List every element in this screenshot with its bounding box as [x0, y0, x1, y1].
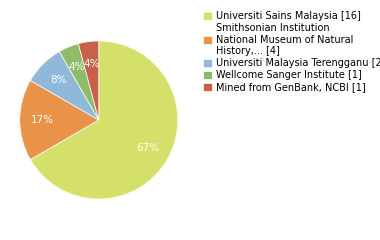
Wedge shape [30, 52, 99, 120]
Text: 67%: 67% [136, 144, 160, 153]
Wedge shape [59, 44, 99, 120]
Text: 8%: 8% [50, 75, 67, 85]
Text: 4%: 4% [83, 59, 100, 69]
Legend: Universiti Sains Malaysia [16], Smithsonian Institution
National Museum of Natur: Universiti Sains Malaysia [16], Smithson… [203, 10, 380, 93]
Wedge shape [30, 41, 178, 199]
Wedge shape [78, 41, 99, 120]
Wedge shape [20, 80, 99, 160]
Text: 17%: 17% [30, 115, 54, 125]
Text: 4%: 4% [69, 62, 85, 72]
